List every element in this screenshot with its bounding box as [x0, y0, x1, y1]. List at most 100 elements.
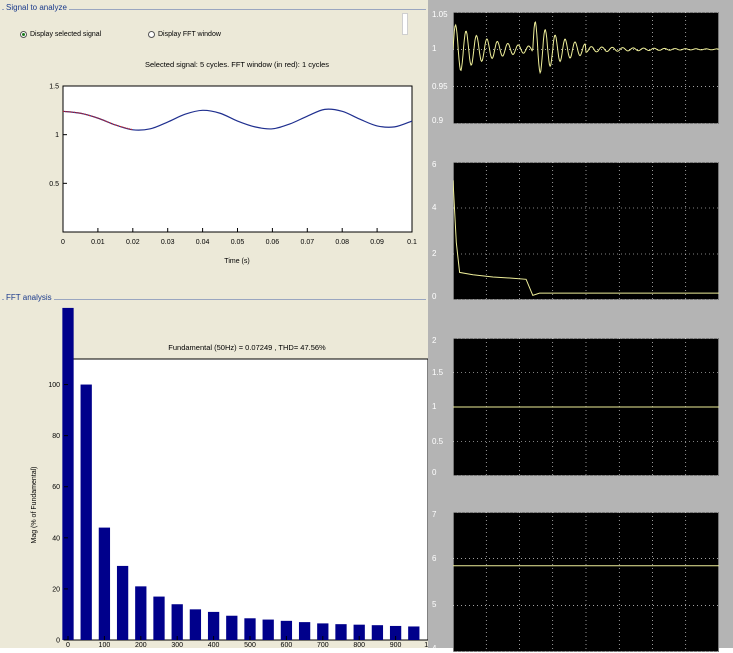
- scope-y-tick-label: 0.9: [432, 116, 444, 125]
- scope-3-plot: [453, 338, 719, 476]
- fft-chart: Fundamental (50Hz) = 0.07249 , THD= 47.5…: [31, 307, 428, 648]
- signal-x-tick-label: 0.01: [91, 239, 105, 246]
- fft-window-series-line: [62, 110, 133, 131]
- scope-y-tick-label: 1.05: [432, 10, 448, 19]
- fft-group-border: [2, 299, 426, 300]
- fft-bar: [116, 565, 129, 640]
- fft-bar: [408, 626, 420, 640]
- fft-analysis-panel: Signal to analyze Display selected signa…: [0, 0, 428, 648]
- scope-y-tick-label: 5: [432, 600, 437, 610]
- fft-bar: [317, 623, 329, 640]
- fft-x-tick-label: 600: [281, 642, 293, 648]
- signal-x-tick-label: 0.1: [407, 239, 417, 246]
- fft-bar: [262, 619, 274, 640]
- signal-y-tick-label: 1: [55, 132, 59, 139]
- signal-x-tick-label: 0.03: [161, 239, 175, 246]
- fft-bar: [353, 624, 365, 640]
- signal-x-tick-label: 0.02: [126, 239, 140, 246]
- scope-2-trace: [453, 180, 719, 297]
- scope-y-tick-label: 0.95: [432, 81, 448, 91]
- fft-x-tick-label: 700: [317, 642, 329, 648]
- fft-bar: [298, 622, 311, 640]
- scope-y-tick-label: 2: [432, 249, 437, 258]
- signal-x-label: Time (s): [224, 258, 249, 265]
- fft-x-tick-label: 200: [135, 642, 147, 648]
- scope-y-tick-label: 0: [432, 468, 437, 477]
- fft-x-tick-label: 300: [171, 642, 183, 648]
- fft-bars: [62, 307, 420, 640]
- scope-y-tick-label: 4: [432, 203, 437, 212]
- fft-y-tick-label: 100: [48, 382, 60, 389]
- fft-bar: [62, 307, 74, 640]
- fft-x-tick-label: 1000: [424, 642, 428, 648]
- display-selected-signal-radio[interactable]: Display selected signal: [20, 31, 101, 38]
- fft-chart-title: Fundamental (50Hz) = 0.07249 , THD= 47.5…: [168, 343, 326, 352]
- signal-x-ticks: 0 0.01 0.02 0.03 0.04 0.05 0.06 0.07 0.08 0.09 0.1: [61, 228, 417, 246]
- fft-bar: [371, 625, 384, 640]
- fft-group-title: FFT analysis: [4, 293, 54, 302]
- fft-x-tick-label: 400: [208, 642, 220, 648]
- fft-bar: [171, 604, 183, 640]
- fft-x-tick-label: 100: [99, 642, 111, 648]
- fft-bar: [98, 527, 111, 640]
- fft-bar: [80, 384, 92, 640]
- fft-x-ticks: 0 100 200 300 400 500 600 700 800 900 1000: [66, 636, 428, 648]
- scope-2: [453, 162, 719, 300]
- radio-selected-icon: [20, 31, 27, 38]
- radio-unselected-icon: [148, 31, 155, 38]
- scope-y-tick-label: 2: [432, 336, 437, 345]
- fft-bar: [226, 615, 238, 640]
- display-selected-signal-label: Display selected signal: [30, 31, 102, 38]
- fft-y-ticks: 100 80 60 40 20 0: [48, 382, 68, 645]
- fft-bar: [189, 609, 202, 640]
- fft-x-tick-label: 0: [66, 642, 70, 648]
- signal-y-tick-label: 0.5: [49, 181, 59, 188]
- display-fft-window-radio[interactable]: Display FFT window: [148, 31, 221, 38]
- signal-plot-area: [62, 85, 413, 233]
- scope-y-tick-label: 1.5: [432, 367, 444, 377]
- fft-x-tick-label: 900: [390, 642, 402, 648]
- scope-1: [453, 12, 719, 124]
- signal-group-title: Signal to analyze: [4, 3, 69, 12]
- scope-1-plot: [453, 12, 719, 124]
- signal-x-tick-label: 0.05: [231, 239, 245, 246]
- signal-x-tick-label: 0.04: [196, 239, 210, 246]
- scope-y-tick-label: 7: [432, 510, 437, 519]
- signal-x-tick-label: 0.09: [370, 239, 384, 246]
- fft-bar: [207, 611, 220, 640]
- fft-y-tick-label: 0: [56, 638, 60, 645]
- scope-y-tick-label: 0.5: [432, 436, 444, 446]
- signal-x-tick-label: 0: [61, 239, 65, 246]
- fft-y-tick-label: 40: [52, 535, 60, 542]
- signal-x-tick-label: 0.06: [266, 239, 280, 246]
- fft-bar: [153, 596, 165, 640]
- scrollbar-thumb[interactable]: [402, 13, 408, 35]
- scope-2-plot: [453, 162, 719, 300]
- fft-bar: [280, 620, 293, 640]
- signal-y-ticks: 1.5 1 0.5: [49, 84, 67, 188]
- fft-y-tick-label: 60: [52, 484, 60, 491]
- signal-y-tick-label: 1.5: [49, 84, 59, 91]
- scope-y-tick-label: 6: [432, 160, 437, 169]
- signal-group-border: [2, 9, 426, 10]
- fft-x-tick-label: 800: [353, 642, 365, 648]
- signal-chart-title: Selected signal: 5 cycles. FFT window (i…: [145, 60, 329, 69]
- signal-x-tick-label: 0.08: [335, 239, 349, 246]
- scope-y-tick-label: 0: [432, 292, 437, 301]
- scope-4-plot: [453, 512, 719, 652]
- scope-3: [453, 338, 719, 476]
- fft-y-tick-label: 20: [52, 586, 60, 593]
- signal-chart: Selected signal: 5 cycles. FFT window (i…: [49, 60, 417, 265]
- fft-y-tick-label: 80: [52, 433, 60, 440]
- fft-bar: [135, 586, 147, 640]
- scope-y-tick-label: 1: [432, 402, 437, 411]
- scope-4: [453, 512, 719, 652]
- signal-x-tick-label: 0.07: [300, 239, 314, 246]
- scope-1-trace: [453, 21, 719, 75]
- scope-y-tick-label: 6: [432, 553, 437, 563]
- fft-y-label: Mag (% of Fundamental): [31, 466, 38, 543]
- fft-x-tick-label: 500: [244, 642, 256, 648]
- scope-y-tick-label: 4: [432, 644, 437, 653]
- scope-y-tick-label: 1: [432, 44, 437, 54]
- fft-bar: [335, 624, 347, 640]
